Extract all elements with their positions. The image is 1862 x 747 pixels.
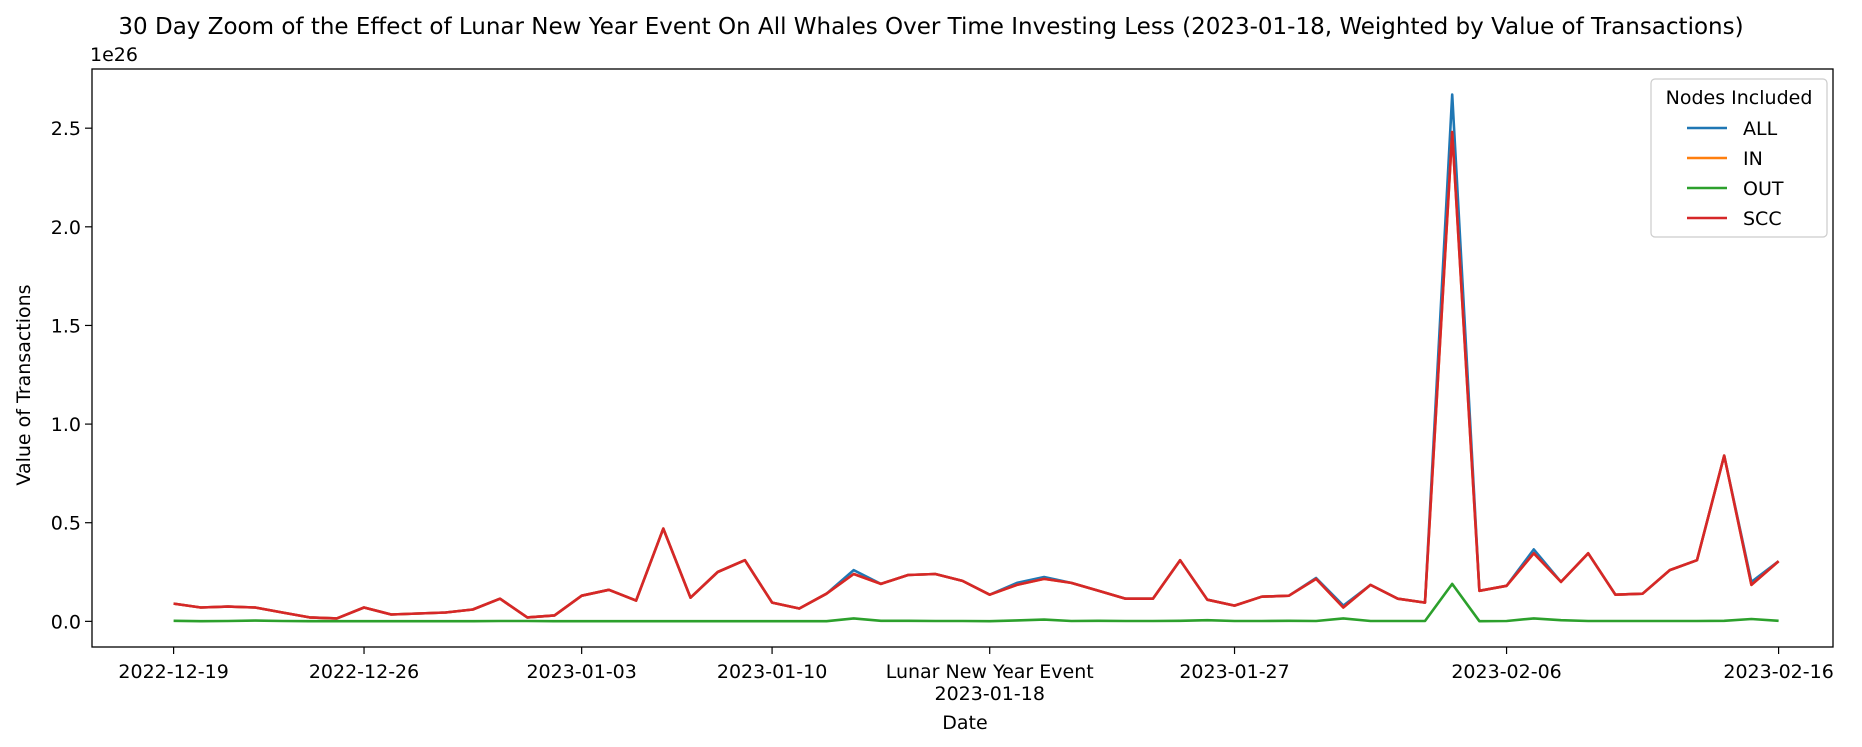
x-tick-label: 2023-02-06 xyxy=(1451,661,1561,683)
x-tick-label: 2022-12-19 xyxy=(118,661,228,683)
legend-box xyxy=(1650,78,1828,238)
y-tick-label: 2.5 xyxy=(51,118,81,140)
x-tick-label: 2023-01-10 xyxy=(717,661,827,683)
y-scale-label: 1e26 xyxy=(90,44,138,66)
y-tick-label: 2.0 xyxy=(51,217,81,239)
x-event-label: Lunar New Year Event xyxy=(886,661,1094,683)
series-line-in xyxy=(173,130,1780,620)
x-tick-label: 2023-01-18 xyxy=(934,683,1044,705)
y-tick-label: 1.0 xyxy=(51,414,81,436)
y-tick-label: 0.5 xyxy=(51,513,81,535)
y-axis: 0.0 0.5 1.0 1.5 2.0 2.5 xyxy=(51,118,92,633)
series-line-out xyxy=(173,582,1779,623)
legend-label-all: ALL xyxy=(1743,118,1778,140)
x-axis: 2022-12-19 2022-12-26 2023-01-03 2023-01-10… xyxy=(118,647,1834,705)
chart-title: 30 Day Zoom of the Effect of Lunar New Y… xyxy=(118,14,1743,40)
series-line-scc xyxy=(173,130,1780,620)
x-axis-label: Date xyxy=(942,712,987,734)
y-tick-label: 0.0 xyxy=(51,611,81,633)
series-line-all xyxy=(173,93,1780,620)
plot-frame xyxy=(91,68,1834,648)
legend: Nodes Included ALL IN OUT SCC xyxy=(1650,78,1828,238)
y-tick-label: 1.5 xyxy=(51,315,81,337)
x-tick-label: 2023-01-03 xyxy=(526,661,636,683)
y-axis-label: Value of Transactions xyxy=(13,284,35,485)
x-tick-label: 2023-01-27 xyxy=(1179,661,1289,683)
x-tick-label: 2022-12-26 xyxy=(309,661,419,683)
x-tick-label: 2023-02-16 xyxy=(1723,661,1833,683)
legend-label-in: IN xyxy=(1743,148,1763,170)
legend-label-out: OUT xyxy=(1743,178,1784,200)
legend-label-scc: SCC xyxy=(1743,208,1782,230)
series-group xyxy=(173,93,1780,623)
legend-title: Nodes Included xyxy=(1666,87,1813,109)
